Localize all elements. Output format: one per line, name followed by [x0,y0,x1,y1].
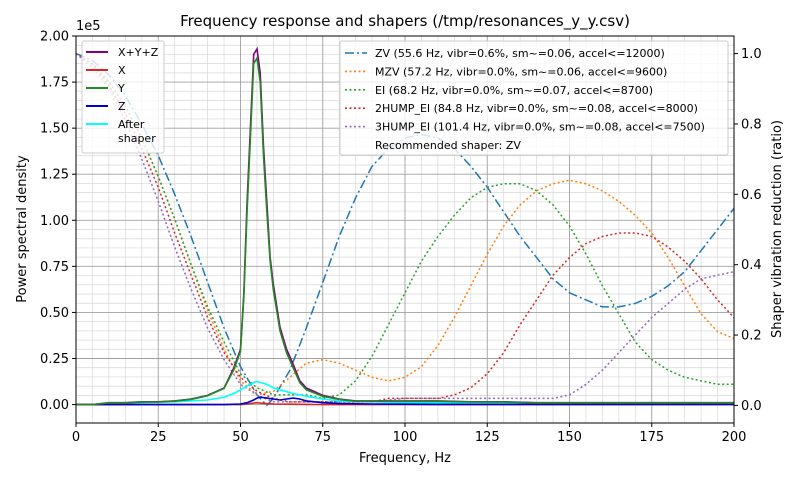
y-tick-label: 0.75 [40,260,69,275]
y2-axis-title: Shaper vibration reduction (ratio) [770,120,785,338]
y-tick-label: 1.00 [40,214,69,229]
x-axis-ticks: 0 25 50 75 100 125 150 175 200 [72,423,747,445]
y-offset-label: 1e5 [76,19,101,34]
legend-label: After [118,118,145,131]
legend-shapers: ZV (55.6 Hz, vibr=0.6%, sm~=0.06, accel<… [339,40,729,156]
x-tick-label: 25 [150,430,167,445]
x-tick-label: 75 [314,430,331,445]
legend-label: X+Y+Z [118,46,159,59]
legend-label: Y [117,82,125,95]
shaper-line [75,52,735,396]
x-tick-label: 100 [393,430,418,445]
recommended-shaper-label: Recommended shaper: ZV [375,139,521,152]
legend-label: Z [118,100,126,113]
x-tick-label: 0 [72,430,80,445]
y-tick-label: 1.25 [40,168,69,183]
shaper-line [75,52,735,403]
y-tick-label: 0.00 [40,398,69,413]
y2-tick-label: 0.2 [741,329,762,344]
legend-label: ZV (55.6 Hz, vibr=0.6%, sm~=0.06, accel<… [375,47,665,60]
y-tick-label: 1.75 [40,76,69,91]
legend-label: 2HUMP_EI (84.8 Hz, vibr=0.0%, sm~=0.08, … [375,102,698,115]
legend-label: shaper [118,132,156,145]
psd-line [76,396,734,406]
x-tick-label: 200 [722,430,747,445]
y-tick-label: 0.50 [40,306,69,321]
y2-tick-label: 0.8 [741,117,762,132]
psd-line [76,55,734,406]
y2-tick-label: 1.0 [741,47,762,62]
x-tick-label: 150 [557,430,582,445]
y2-tick-label: 0.0 [741,399,762,414]
y-tick-label: 2.00 [40,30,69,45]
legend-label: MZV (57.2 Hz, vibr=0.0%, sm~=0.06, accel… [375,65,667,78]
y2-tick-label: 0.6 [741,188,762,203]
y-axis-ticks: 0.00 0.25 0.50 0.75 1.00 1.25 1.50 1.75 2.00 [40,30,76,413]
legend-right-frame [339,40,729,156]
y2-tick-label: 0.4 [741,258,762,273]
y-axis-title: Power spectral density [15,155,30,303]
legend-label: 3HUMP_EI (101.4 Hz, vibr=0.0%, sm~=0.08,… [375,121,705,134]
x-tick-label: 175 [639,430,664,445]
psd-lines [76,46,735,406]
legend-label: X [118,64,126,77]
x-tick-label: 50 [232,430,249,445]
x-axis-title: Frequency, Hz [359,451,451,466]
y-tick-label: 1.50 [40,122,69,137]
x-tick-label: 125 [475,430,500,445]
y-tick-label: 0.25 [40,352,69,367]
chart-title: Frequency response and shapers (/tmp/res… [180,12,630,31]
legend-label: EI (68.2 Hz, vibr=0.0%, sm~=0.07, accel<… [375,84,653,97]
y2-axis-ticks: 0.0 0.2 0.4 0.6 0.8 1.0 [734,47,762,414]
